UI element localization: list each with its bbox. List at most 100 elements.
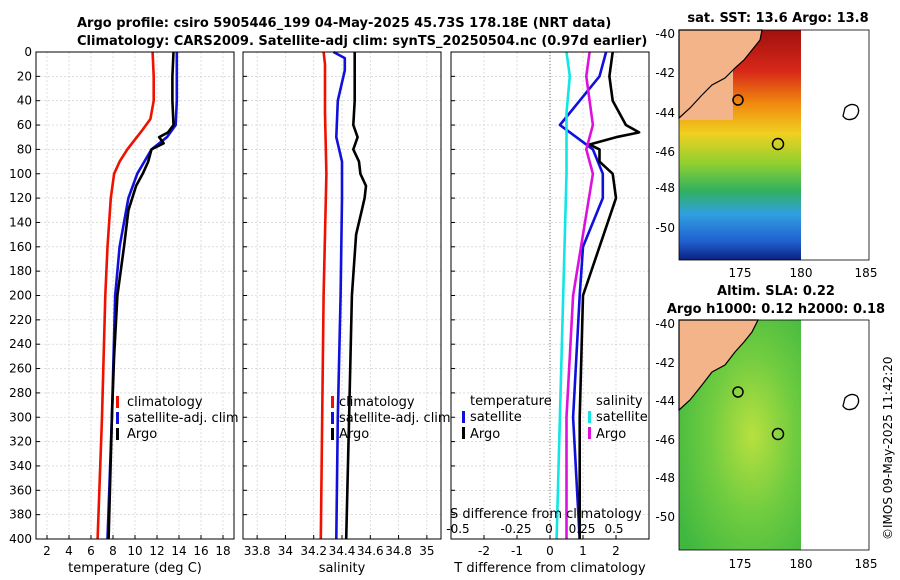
legend-swatch-argo bbox=[331, 428, 334, 440]
x-tick-label: 1 bbox=[579, 544, 587, 558]
series-line-argo bbox=[344, 52, 368, 540]
x-tick-label: 14 bbox=[171, 544, 186, 558]
temperature-legend: climatology satellite-adj. clim Argo bbox=[116, 395, 239, 442]
sst-map-title: sat. SST: 13.6 Argo: 13.8 bbox=[687, 11, 868, 26]
y-tick-label: 140 bbox=[9, 215, 32, 229]
legend-swatch-s-argo bbox=[588, 427, 591, 439]
x-tick-label: 33.8 bbox=[244, 544, 271, 558]
legend-swatch-satellite bbox=[331, 412, 334, 424]
sla-ytick: -44 bbox=[655, 394, 675, 408]
sla-map-title-2: Argo h1000: 0.12 h2000: 0.18 bbox=[667, 302, 885, 317]
sla-ytick: -42 bbox=[655, 356, 675, 370]
sst-ytick: -40 bbox=[655, 27, 675, 41]
sst-ytick: -44 bbox=[655, 106, 675, 120]
x-tick-label: 35 bbox=[419, 544, 434, 558]
difference-legend: temperature salinity satellite Argo sate… bbox=[462, 394, 648, 442]
sla-map bbox=[678, 319, 870, 551]
sla-ytick: -46 bbox=[655, 433, 675, 447]
x-tick-label: -1 bbox=[511, 544, 523, 558]
x-tick-label: 16 bbox=[193, 544, 208, 558]
sst-map-axes: -40 -42 -44 -46 -48 -50 175 180 185 bbox=[655, 27, 877, 280]
s-diff-axis-label: S difference from climatology bbox=[450, 507, 642, 522]
legend-swatch-climatology bbox=[331, 396, 334, 408]
x-tick-label: 34 bbox=[278, 544, 293, 558]
legend-climatology: climatology bbox=[127, 395, 203, 410]
sla-map-title-1: Altim. SLA: 0.22 bbox=[717, 284, 835, 299]
argo-position-marker bbox=[771, 427, 785, 441]
difference-panel: -2 -1 0 1 2 T difference from climatology bbox=[450, 51, 650, 576]
no-data-area bbox=[801, 30, 869, 260]
y-tick-label: 60 bbox=[17, 118, 32, 132]
x-axis-label: salinity bbox=[319, 561, 366, 576]
x-tick-label: 2 bbox=[43, 544, 51, 558]
legend-t-argo: Argo bbox=[470, 427, 500, 442]
x-tick-label: 12 bbox=[149, 544, 164, 558]
y-tick-label: 340 bbox=[9, 459, 32, 473]
y-tick-label: 80 bbox=[17, 142, 32, 156]
legend-s-argo: Argo bbox=[596, 427, 626, 442]
x-tick-label: -2 bbox=[478, 544, 490, 558]
chatham-islands bbox=[842, 103, 860, 121]
y-tick-label: 220 bbox=[9, 313, 32, 327]
x-axis-label: temperature (deg C) bbox=[68, 561, 202, 576]
y-tick-label: 120 bbox=[9, 191, 32, 205]
legend-title-salinity: salinity bbox=[596, 394, 643, 409]
s-diff-tick: -0.25 bbox=[500, 522, 531, 536]
sst-ytick: -50 bbox=[655, 221, 675, 235]
sla-xtick: 185 bbox=[855, 557, 878, 571]
y-tick-label: 40 bbox=[17, 94, 32, 108]
x-tick-label: 34.2 bbox=[300, 544, 327, 558]
x-tick-label: 10 bbox=[127, 544, 142, 558]
legend-title-temperature: temperature bbox=[470, 394, 552, 409]
y-tick-label: 240 bbox=[9, 337, 32, 351]
sla-ytick: -50 bbox=[655, 510, 675, 524]
x-tick-label: 34.6 bbox=[357, 544, 384, 558]
series-line-s-argo bbox=[565, 51, 595, 539]
sst-ytick: -42 bbox=[655, 66, 675, 80]
y-tick-label: 320 bbox=[9, 435, 32, 449]
x-axis-label: T difference from climatology bbox=[453, 561, 646, 576]
y-tick-label: 20 bbox=[17, 69, 32, 83]
sla-map-axes: -40 -42 -44 -46 -48 -50 175 180 185 bbox=[655, 317, 877, 571]
s-diff-tick: -0.5 bbox=[446, 522, 469, 536]
sla-map-frame bbox=[678, 319, 870, 551]
legend-argo: Argo bbox=[127, 427, 157, 442]
legend-argo: Argo bbox=[339, 427, 369, 442]
s-diff-tick: 0.5 bbox=[604, 522, 623, 536]
sst-map-frame bbox=[678, 29, 870, 261]
legend-swatch-t-satellite bbox=[462, 411, 465, 423]
legend-swatch-s-satellite bbox=[588, 411, 591, 423]
legend-swatch-climatology bbox=[116, 396, 119, 408]
series-line-satellite-adj-clim bbox=[106, 52, 179, 540]
y-tick-label: 100 bbox=[9, 167, 32, 181]
sst-ytick: -46 bbox=[655, 145, 675, 159]
copyright: ©IMOS 09-May-2025 11:42:20 bbox=[881, 356, 895, 540]
y-tick-label: 360 bbox=[9, 483, 32, 497]
y-tick-label: 200 bbox=[9, 289, 32, 303]
series-line-s-satellite bbox=[555, 51, 572, 540]
series-line-climatology bbox=[319, 51, 328, 540]
y-tick-label: 280 bbox=[9, 386, 32, 400]
chatham-rise-contour bbox=[732, 94, 744, 106]
y-tick-label: 300 bbox=[9, 410, 32, 424]
series-line-t-argo bbox=[578, 51, 641, 539]
title-line-2: Climatology: CARS2009. Satellite-adj cli… bbox=[77, 34, 647, 49]
legend-swatch-t-argo bbox=[462, 427, 465, 439]
sla-xtick: 175 bbox=[729, 557, 752, 571]
x-tick-label: 34.4 bbox=[329, 544, 356, 558]
x-tick-label: 2 bbox=[612, 544, 620, 558]
x-tick-label: 6 bbox=[87, 544, 95, 558]
salinity-legend: climatology satellite-adj. clim Argo bbox=[331, 395, 451, 442]
chatham-islands bbox=[842, 393, 860, 411]
sst-map bbox=[678, 29, 870, 261]
no-data-area bbox=[801, 320, 869, 550]
series-line-argo bbox=[107, 51, 175, 540]
sla-xtick: 180 bbox=[790, 557, 813, 571]
sst-ytick: -48 bbox=[655, 181, 675, 195]
legend-s-satellite: satellite bbox=[596, 410, 648, 425]
sla-ytick: -48 bbox=[655, 471, 675, 485]
x-tick-label: 8 bbox=[109, 544, 117, 558]
sst-xtick: 185 bbox=[855, 266, 878, 280]
y-tick-label: 0 bbox=[24, 45, 32, 59]
